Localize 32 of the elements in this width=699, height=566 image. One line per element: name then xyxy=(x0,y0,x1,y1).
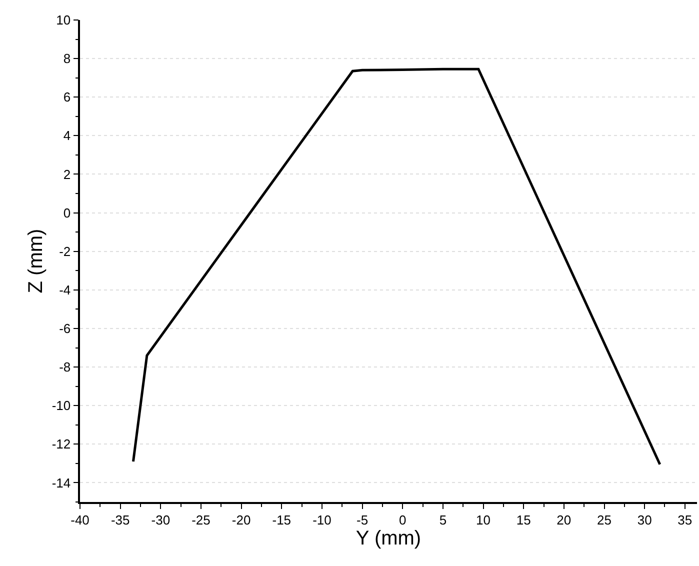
y-tick-label: 6 xyxy=(63,90,71,105)
y-tick-label: -8 xyxy=(59,360,71,375)
line-series xyxy=(132,68,662,466)
x-tick-label: 25 xyxy=(597,512,612,528)
x-axis-title: Y (mm) xyxy=(356,527,422,550)
y-axis-title: Z (mm) xyxy=(24,228,47,294)
y-tick-label: -2 xyxy=(59,244,71,259)
x-tick-label: -20 xyxy=(232,512,251,528)
x-tick-label: 10 xyxy=(476,512,491,528)
x-tick-label: -30 xyxy=(151,512,170,528)
x-tick-label: 35 xyxy=(678,512,692,528)
x-tick-label: 15 xyxy=(516,512,531,528)
x-tick-label: 20 xyxy=(556,512,572,528)
y-tick-label: 4 xyxy=(63,128,71,144)
x-tick-label: -15 xyxy=(272,512,292,528)
x-tick-label: 0 xyxy=(398,512,406,528)
x-tick-label: -40 xyxy=(70,512,90,528)
x-tick-label: -25 xyxy=(192,512,210,528)
x-tick-label: 30 xyxy=(637,512,652,528)
y-tick-label: 2 xyxy=(63,166,71,182)
y-tick-label: -6 xyxy=(59,321,71,336)
x-tick-label: 5 xyxy=(439,512,447,528)
y-tick-label: 0 xyxy=(63,205,71,220)
y-tick-label: 8 xyxy=(63,51,71,66)
y-tick-label: -12 xyxy=(52,436,71,452)
y-tick-label: -14 xyxy=(52,475,71,490)
x-tick-label: -35 xyxy=(110,512,130,528)
x-tick-label: -5 xyxy=(356,512,368,528)
x-tick-label: -10 xyxy=(312,512,332,528)
y-tick-label: -10 xyxy=(52,398,71,414)
y-tick-label: 10 xyxy=(56,12,71,28)
y-tick-label: -4 xyxy=(59,282,71,298)
